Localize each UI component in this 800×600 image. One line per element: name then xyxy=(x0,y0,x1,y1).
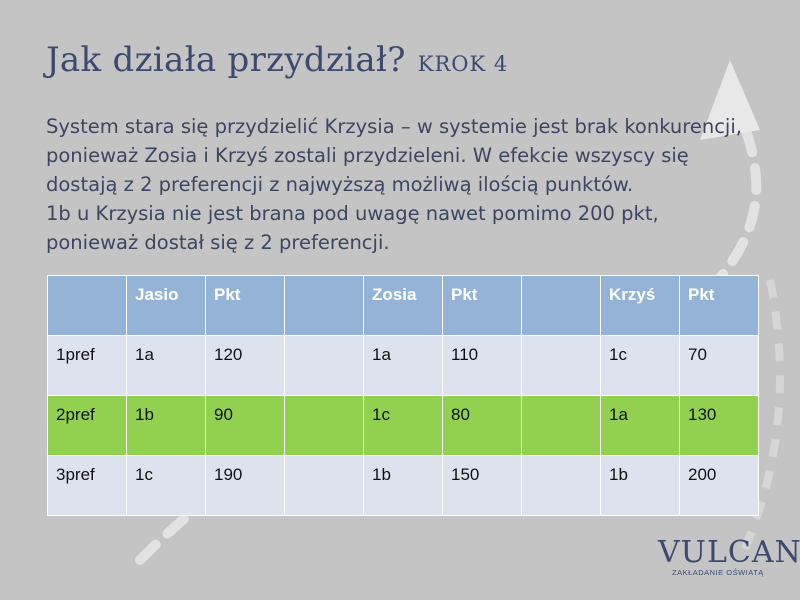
table-cell: 1pref xyxy=(47,335,127,396)
table-cell: 90 xyxy=(205,395,285,456)
table-cell xyxy=(284,455,364,516)
table-cell: 70 xyxy=(679,335,759,396)
description-line: System stara się przydzielić Krzysia – w… xyxy=(46,115,742,138)
table-cell: 1a xyxy=(126,335,206,396)
table-cell: 2pref xyxy=(47,395,127,456)
preferences-table: Jasio Pkt Zosia Pkt Krzyś Pkt 1pref 1a 1… xyxy=(47,275,759,516)
header-cell xyxy=(521,275,601,336)
table-cell xyxy=(284,335,364,396)
title-main: Jak działa przydział? xyxy=(46,40,406,80)
header-cell xyxy=(47,275,127,336)
table-cell: 1a xyxy=(600,395,680,456)
table-cell: 150 xyxy=(442,455,522,516)
table-cell: 1b xyxy=(126,395,206,456)
table-cell xyxy=(521,455,601,516)
description-line: dostają z 2 preferencji z najwyższą możl… xyxy=(46,173,634,196)
slide-title: Jak działa przydział? KROK 4 xyxy=(46,40,508,80)
header-cell: Jasio xyxy=(126,275,206,336)
table-row: 3pref 1c 190 1b 150 1b 200 xyxy=(47,455,759,516)
description-text: System stara się przydzielić Krzysia – w… xyxy=(46,112,786,257)
table-cell: 1a xyxy=(363,335,443,396)
logo-word: VULCAN xyxy=(658,535,800,570)
table-cell: 120 xyxy=(205,335,285,396)
header-cell: Pkt xyxy=(679,275,759,336)
table-cell: 200 xyxy=(679,455,759,516)
table-cell: 1b xyxy=(363,455,443,516)
vulcan-logo: VULCAN ZAKŁADANIE OŚWIATĄ xyxy=(658,535,800,598)
table-cell: 110 xyxy=(442,335,522,396)
description-line: ponieważ Zosia i Krzyś zostali przydziel… xyxy=(46,144,689,167)
header-cell: Zosia xyxy=(363,275,443,336)
table-row: 1pref 1a 120 1a 110 1c 70 xyxy=(47,335,759,396)
header-cell: Pkt xyxy=(205,275,285,336)
description-line: 1b u Krzysia nie jest brana pod uwagę na… xyxy=(46,202,659,225)
description-line: ponieważ dostał się z 2 preferencji. xyxy=(46,231,390,254)
table-cell: 190 xyxy=(205,455,285,516)
table-cell: 1c xyxy=(126,455,206,516)
table-cell xyxy=(521,395,601,456)
table-cell xyxy=(284,395,364,456)
table-header-row: Jasio Pkt Zosia Pkt Krzyś Pkt xyxy=(47,275,759,336)
table-cell: 130 xyxy=(679,395,759,456)
header-cell: Pkt xyxy=(442,275,522,336)
table-cell: 1c xyxy=(363,395,443,456)
logo-tagline: ZAKŁADANIE OŚWIATĄ xyxy=(672,568,764,577)
table-cell: 1c xyxy=(600,335,680,396)
table-row-highlighted: 2pref 1b 90 1c 80 1a 130 xyxy=(47,395,759,456)
header-cell: Krzyś xyxy=(600,275,680,336)
table-cell xyxy=(521,335,601,396)
title-step: KROK 4 xyxy=(417,52,509,76)
table-cell: 1b xyxy=(600,455,680,516)
header-cell xyxy=(284,275,364,336)
table-cell: 3pref xyxy=(47,455,127,516)
table-cell: 80 xyxy=(442,395,522,456)
